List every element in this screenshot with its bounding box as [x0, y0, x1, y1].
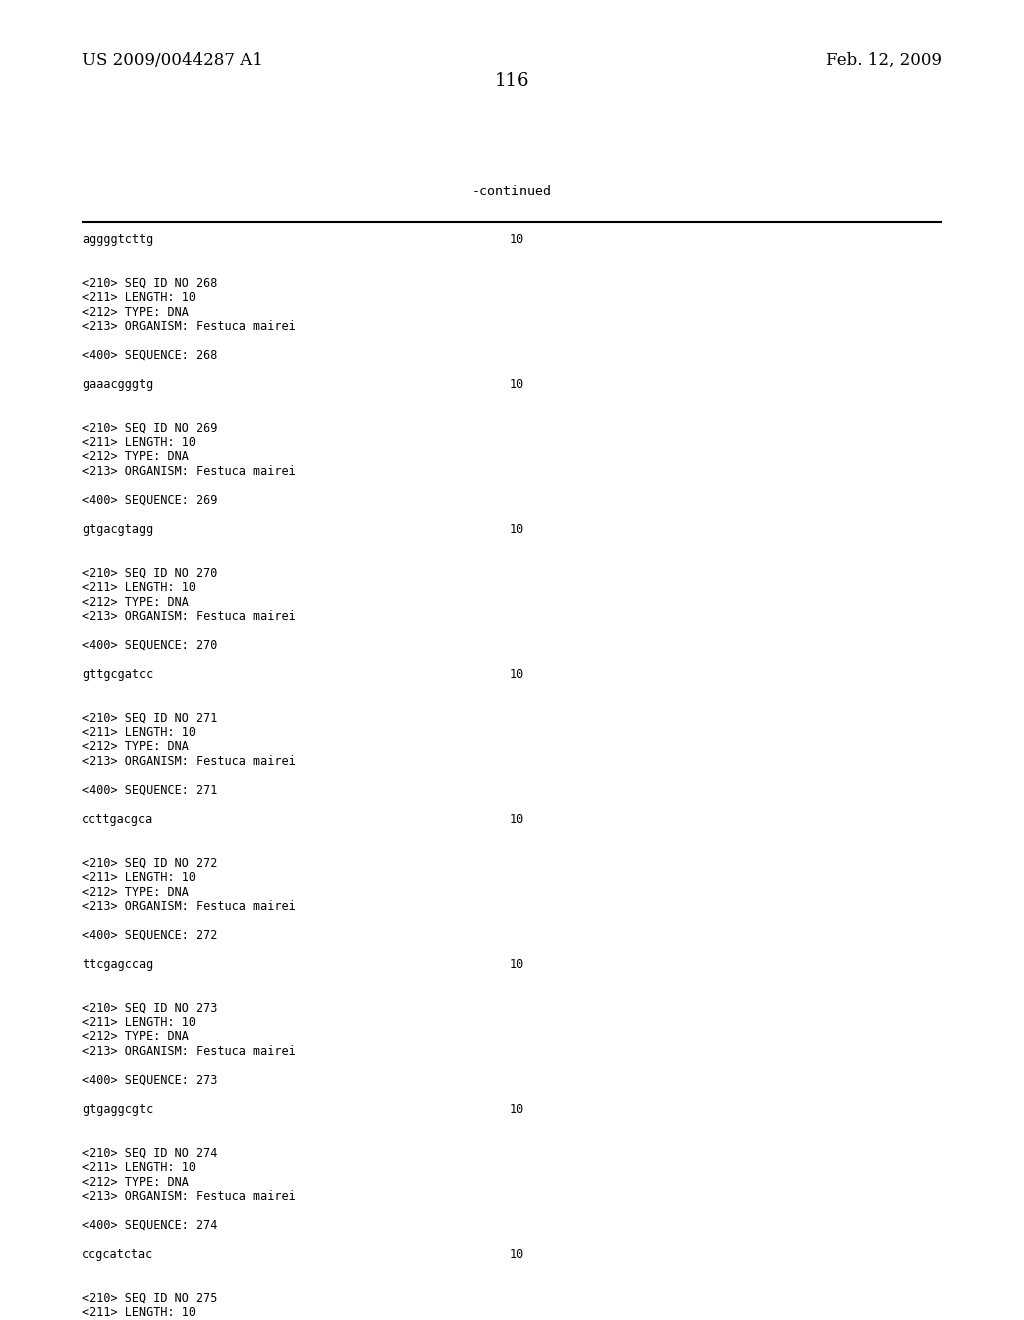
Text: <213> ORGANISM: Festuca mairei: <213> ORGANISM: Festuca mairei — [82, 1045, 296, 1059]
Text: ccgcatctac: ccgcatctac — [82, 1247, 154, 1261]
Text: <210> SEQ ID NO 273: <210> SEQ ID NO 273 — [82, 1002, 217, 1015]
Text: <400> SEQUENCE: 269: <400> SEQUENCE: 269 — [82, 494, 217, 507]
Text: <212> TYPE: DNA: <212> TYPE: DNA — [82, 450, 188, 463]
Text: <210> SEQ ID NO 270: <210> SEQ ID NO 270 — [82, 566, 217, 579]
Text: <213> ORGANISM: Festuca mairei: <213> ORGANISM: Festuca mairei — [82, 900, 296, 913]
Text: gtgaggcgtc: gtgaggcgtc — [82, 1104, 154, 1115]
Text: <211> LENGTH: 10: <211> LENGTH: 10 — [82, 581, 196, 594]
Text: 10: 10 — [510, 1104, 524, 1115]
Text: aggggtcttg: aggggtcttg — [82, 234, 154, 246]
Text: ccttgacgca: ccttgacgca — [82, 813, 154, 826]
Text: gaaacgggtg: gaaacgggtg — [82, 378, 154, 391]
Text: <211> LENGTH: 10: <211> LENGTH: 10 — [82, 871, 196, 884]
Text: <211> LENGTH: 10: <211> LENGTH: 10 — [82, 1162, 196, 1173]
Text: ttcgagccag: ttcgagccag — [82, 958, 154, 972]
Text: 10: 10 — [510, 523, 524, 536]
Text: <213> ORGANISM: Festuca mairei: <213> ORGANISM: Festuca mairei — [82, 755, 296, 768]
Text: US 2009/0044287 A1: US 2009/0044287 A1 — [82, 51, 263, 69]
Text: <210> SEQ ID NO 269: <210> SEQ ID NO 269 — [82, 421, 217, 434]
Text: <211> LENGTH: 10: <211> LENGTH: 10 — [82, 290, 196, 304]
Text: -continued: -continued — [472, 185, 552, 198]
Text: <211> LENGTH: 10: <211> LENGTH: 10 — [82, 1305, 196, 1319]
Text: Feb. 12, 2009: Feb. 12, 2009 — [826, 51, 942, 69]
Text: <213> ORGANISM: Festuca mairei: <213> ORGANISM: Festuca mairei — [82, 610, 296, 623]
Text: <212> TYPE: DNA: <212> TYPE: DNA — [82, 1176, 188, 1188]
Text: 10: 10 — [510, 1247, 524, 1261]
Text: <212> TYPE: DNA: <212> TYPE: DNA — [82, 595, 188, 609]
Text: <212> TYPE: DNA: <212> TYPE: DNA — [82, 741, 188, 754]
Text: <400> SEQUENCE: 273: <400> SEQUENCE: 273 — [82, 1074, 217, 1086]
Text: <211> LENGTH: 10: <211> LENGTH: 10 — [82, 726, 196, 739]
Text: 10: 10 — [510, 378, 524, 391]
Text: <212> TYPE: DNA: <212> TYPE: DNA — [82, 305, 188, 318]
Text: <213> ORGANISM: Festuca mairei: <213> ORGANISM: Festuca mairei — [82, 465, 296, 478]
Text: 10: 10 — [510, 813, 524, 826]
Text: gtgacgtagg: gtgacgtagg — [82, 523, 154, 536]
Text: <210> SEQ ID NO 271: <210> SEQ ID NO 271 — [82, 711, 217, 725]
Text: <400> SEQUENCE: 271: <400> SEQUENCE: 271 — [82, 784, 217, 797]
Text: 10: 10 — [510, 668, 524, 681]
Text: <211> LENGTH: 10: <211> LENGTH: 10 — [82, 1016, 196, 1030]
Text: <212> TYPE: DNA: <212> TYPE: DNA — [82, 886, 188, 899]
Text: <212> TYPE: DNA: <212> TYPE: DNA — [82, 1031, 188, 1044]
Text: <400> SEQUENCE: 274: <400> SEQUENCE: 274 — [82, 1218, 217, 1232]
Text: <400> SEQUENCE: 268: <400> SEQUENCE: 268 — [82, 348, 217, 362]
Text: 10: 10 — [510, 234, 524, 246]
Text: <210> SEQ ID NO 274: <210> SEQ ID NO 274 — [82, 1147, 217, 1159]
Text: <213> ORGANISM: Festuca mairei: <213> ORGANISM: Festuca mairei — [82, 319, 296, 333]
Text: 116: 116 — [495, 73, 529, 90]
Text: 10: 10 — [510, 958, 524, 972]
Text: <400> SEQUENCE: 272: <400> SEQUENCE: 272 — [82, 929, 217, 942]
Text: <400> SEQUENCE: 270: <400> SEQUENCE: 270 — [82, 639, 217, 652]
Text: <211> LENGTH: 10: <211> LENGTH: 10 — [82, 436, 196, 449]
Text: gttgcgatcc: gttgcgatcc — [82, 668, 154, 681]
Text: <210> SEQ ID NO 272: <210> SEQ ID NO 272 — [82, 857, 217, 870]
Text: <213> ORGANISM: Festuca mairei: <213> ORGANISM: Festuca mairei — [82, 1191, 296, 1203]
Text: <210> SEQ ID NO 275: <210> SEQ ID NO 275 — [82, 1291, 217, 1304]
Text: <210> SEQ ID NO 268: <210> SEQ ID NO 268 — [82, 276, 217, 289]
